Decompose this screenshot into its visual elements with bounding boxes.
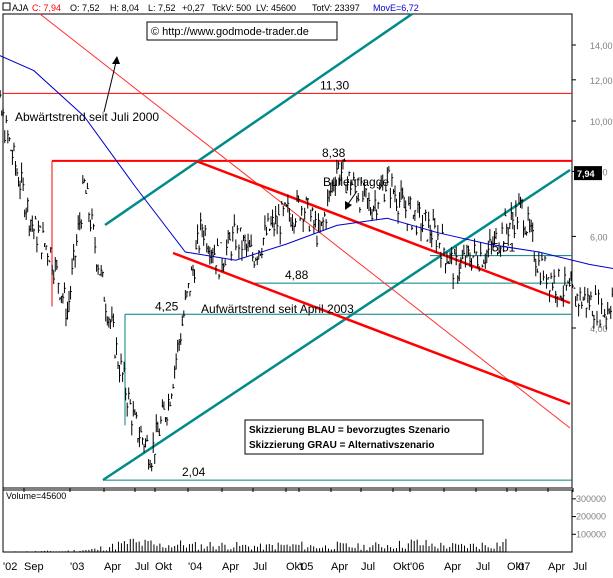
- x-tick-label: '03: [70, 561, 84, 573]
- bull-flag-upper-line: [195, 159, 571, 305]
- x-tick-label: Okt: [286, 561, 303, 573]
- x-tick-label: Jul: [253, 561, 267, 573]
- x-tick-label: Jul: [573, 561, 587, 573]
- x-tick-label: Apr: [444, 561, 461, 573]
- x-tick-label: '05: [299, 561, 313, 573]
- uptrend-upper-line: [104, 12, 413, 227]
- x-tick-label: Apr: [331, 561, 348, 573]
- price-level-label: 8,38: [322, 146, 346, 160]
- x-tick-label: Okt: [507, 561, 524, 573]
- price-level-label: 2,04: [182, 465, 206, 479]
- header-open: O: 7,52: [70, 3, 100, 13]
- x-tick-label: '04: [188, 561, 202, 573]
- x-tick-label: '06: [410, 561, 424, 573]
- x-tick-label: Jul: [361, 561, 375, 573]
- moving-average-line: [0, 55, 613, 269]
- downtrend-arrow: [103, 57, 118, 113]
- header-tick-volume: TckV: 500: [212, 3, 251, 13]
- legend-gray-text: Skizzierung GRAU = Alternativszenario: [249, 440, 435, 451]
- header-change: +0,27: [182, 3, 205, 13]
- y-tick-label: 10,00: [590, 117, 613, 127]
- header-volume: LV: 45600: [256, 3, 296, 13]
- volume-area: [2, 489, 573, 553]
- x-tick-label: '07: [516, 561, 530, 573]
- x-tick-label: Sep: [24, 561, 44, 573]
- x-tick-label: Jul: [135, 561, 149, 573]
- legend-blue-text: Skizzierung BLAU = bevorzugtes Szenario: [249, 425, 450, 436]
- y-tick-label: 14,00: [590, 41, 613, 51]
- header-moving-average: MovE=6,72: [373, 3, 419, 13]
- x-tick-label: Okt: [393, 561, 410, 573]
- copyright-box: [146, 21, 338, 41]
- header-symbol: AJA: [12, 3, 29, 13]
- header-high: H: 8,04: [110, 3, 139, 13]
- price-level-label: 11,30: [320, 78, 349, 92]
- header-low: L: 7,52: [148, 3, 176, 13]
- volume-tick-label: 100000: [576, 529, 606, 539]
- header-marker: [2, 2, 11, 11]
- x-tick-label: Apr: [104, 561, 121, 573]
- price-level-label: 4,25: [155, 299, 179, 313]
- header-close: C: 7,94: [32, 3, 61, 13]
- current-price-label: 7,94: [577, 169, 595, 179]
- price-level-label: 4,88: [285, 268, 309, 282]
- volume-label: Volume=45600: [6, 491, 66, 501]
- bull-flag-arrowhead: [345, 201, 352, 210]
- y-tick-label: 6,00: [590, 232, 608, 242]
- x-tick-label: Apr: [548, 561, 565, 573]
- x-tick-label: Jul: [476, 561, 490, 573]
- uptrend-lower-line: [102, 168, 571, 482]
- bull-flag-label: Bullenflagge: [323, 175, 389, 189]
- y-tick-label: 12,00: [590, 76, 613, 86]
- legend-box: [244, 419, 484, 455]
- x-tick-label: '02: [3, 561, 17, 573]
- x-tick-label: Okt: [155, 561, 172, 573]
- downtrend-line: [39, 13, 571, 429]
- x-tick-label: Apr: [222, 561, 239, 573]
- volume-tick-label: 200000: [576, 512, 606, 522]
- bull-flag-lower-line: [172, 251, 571, 406]
- uptrend-label: Aufwärtstrend seit April 2003: [201, 302, 354, 316]
- downtrend-arrowhead: [112, 56, 120, 64]
- current-price-box: [574, 166, 602, 181]
- volume-tick-label: 300000: [576, 494, 606, 504]
- y-tick-label: 4,00: [590, 324, 608, 334]
- copyright-text: © http://www.godmode-trader.de: [151, 26, 309, 38]
- header-total-volume: TotV: 23397: [312, 3, 360, 13]
- downtrend-label: Abwärtstrend seit Juli 2000: [15, 110, 159, 124]
